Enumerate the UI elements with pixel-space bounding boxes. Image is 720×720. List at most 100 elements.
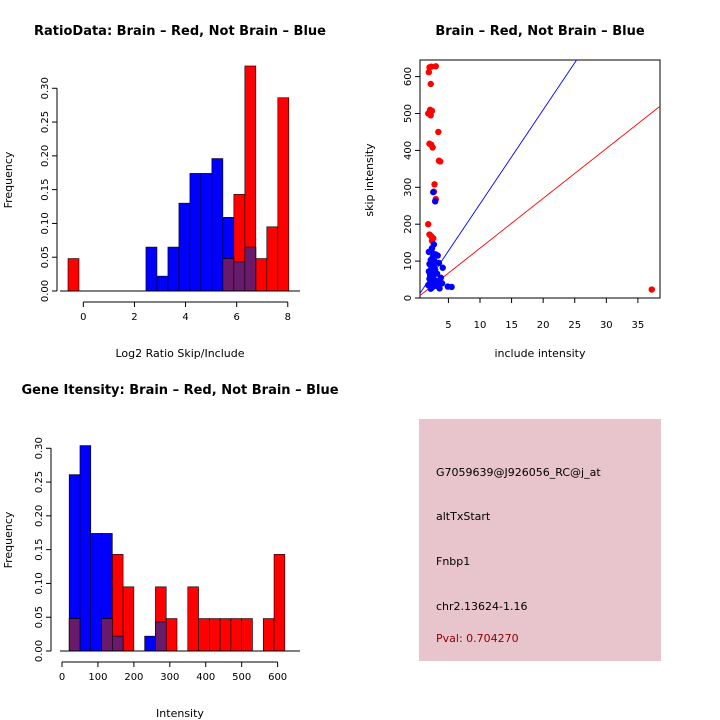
scatter-y-tick-label: 200 (403, 215, 414, 234)
intensity-x-tick-label: 600 (268, 672, 287, 683)
intensity-brain-bar (230, 618, 242, 652)
event-type-label: altTxStart (436, 510, 491, 523)
ratio-histogram-xlabel: Log2 Ratio Skip/Include (115, 347, 244, 360)
intensity-brain-bar (262, 618, 275, 652)
intensity-brain-bar (209, 618, 221, 652)
scatter-brain-point (431, 181, 438, 188)
scatter-x-tick-label: 30 (600, 320, 613, 331)
ratio-y-tick-label: 0.15 (40, 179, 51, 201)
scatter-brain-point (425, 68, 433, 76)
scatter-not-brain-point (438, 280, 446, 287)
scatter-reference-lines (419, 59, 661, 296)
ratio-not-brain-bar (167, 246, 180, 292)
scatter-x-tick-label: 15 (505, 320, 518, 331)
scatter-title: Brain – Red, Not Brain – Blue (435, 24, 644, 39)
scatter-y-tick-label: 300 (403, 178, 414, 197)
ratio-not-brain-bar (200, 173, 213, 292)
scatter-brain-point (435, 128, 442, 136)
ratio-y-tick-label: 0.30 (40, 77, 51, 99)
scatter-ylabel: skip intensity (363, 143, 376, 217)
ratio-overlap-bar (222, 258, 235, 292)
scatter-brain-point (432, 63, 439, 70)
not-brain-line (419, 59, 577, 294)
intensity-histogram-panel: Gene Itensity: Brain – Red, Not Brain – … (2, 383, 339, 720)
scatter-frame (419, 59, 661, 299)
ratio-not-brain-bar (145, 246, 158, 292)
intensity-x-tick-label: 300 (160, 672, 179, 683)
info-panel-background (419, 419, 661, 661)
intensity-x-tick-label: 100 (88, 672, 107, 683)
scatter-brain-point (427, 80, 434, 88)
intensity-brain-bar (219, 618, 232, 652)
intensity-x-tick-label: 400 (196, 672, 215, 683)
scatter-x-tick-label: 10 (474, 320, 487, 331)
ratio-x-tick-label: 4 (182, 312, 188, 323)
ratio-histogram-title: RatioData: Brain – Red, Not Brain – Blue (34, 24, 326, 39)
ratio-y-tick-label: 0.20 (40, 145, 51, 167)
scatter-axes: 5 10 15 20 25 30 35 0 100 200 300 400 500 600 (403, 67, 644, 331)
ratio-overlap-bar (233, 261, 246, 292)
ratio-x-tick-label: 8 (285, 312, 291, 323)
pval-label: Pval: 0.704270 (436, 632, 519, 645)
intensity-brain-bar (122, 586, 135, 652)
intensity-y-tick-label: 0.15 (34, 539, 45, 561)
scatter-y-tick-label: 500 (403, 104, 414, 123)
intensity-histogram-ylabel: Frequency (2, 511, 15, 568)
scatter-brain-point (648, 286, 655, 293)
scatter-brain-point (427, 112, 434, 119)
scatter-points (425, 63, 655, 293)
scatter-not-brain-point (439, 264, 446, 271)
ratio-y-tick-label: 0.25 (40, 111, 51, 133)
scatter-not-brain-point (435, 259, 443, 267)
ratio-brain-bar (255, 258, 268, 292)
ratio-x-tick-label: 6 (233, 312, 239, 323)
ratio-overlap-bar (244, 246, 257, 292)
ratio-histogram-axes: 0 2 4 6 8 0.00 0.05 0.10 0.15 0.20 0.25 0.30 (40, 77, 300, 323)
intensity-x-tick-label: 500 (232, 672, 251, 683)
intensity-histogram-xlabel: Intensity (156, 707, 204, 720)
intensity-brain-bar (198, 618, 210, 652)
intensity-brain-bar (241, 618, 253, 652)
ratio-histogram-panel: RatioData: Brain – Red, Not Brain – Blue… (2, 24, 326, 360)
intensity-overlap-bar (68, 618, 81, 652)
ratio-not-brain-bar (156, 275, 169, 292)
ratio-brain-bar (67, 258, 80, 292)
ratio-not-brain-bar (211, 158, 224, 292)
intensity-overlap-bar (112, 635, 124, 652)
scatter-y-tick-label: 100 (403, 252, 414, 271)
intensity-not-brain-bar (79, 445, 92, 652)
location-label: chr2.13624-1.16 (436, 600, 528, 613)
ratio-not-brain-bar (189, 173, 202, 292)
ratio-x-tick-label: 2 (131, 312, 137, 323)
intensity-histogram-bars (68, 445, 286, 652)
ratio-brain-bar (266, 226, 279, 292)
intensity-brain-bar (187, 586, 199, 652)
scatter-x-tick-label: 5 (445, 320, 451, 331)
intensity-y-tick-label: 0.20 (34, 505, 45, 527)
scatter-not-brain-point (431, 198, 439, 205)
scatter-x-tick-label: 35 (632, 320, 645, 331)
intensity-histogram-title: Gene Itensity: Brain – Red, Not Brain – … (21, 383, 338, 398)
intensity-x-tick-label: 200 (124, 672, 143, 683)
intensity-overlap-bar (101, 618, 113, 652)
intensity-y-tick-label: 0.30 (34, 437, 45, 459)
intensity-y-tick-label: 0.10 (34, 572, 45, 594)
info-panel: G7059639@J926056_RC@j_at altTxStart Fnbp… (419, 419, 661, 661)
ratio-brain-bar (277, 97, 290, 292)
ratio-y-tick-label: 0.10 (40, 212, 51, 234)
ratio-histogram-ylabel: Frequency (2, 151, 15, 208)
scatter-not-brain-point (448, 283, 455, 291)
intensity-y-tick-label: 0.00 (34, 640, 45, 662)
scatter-y-tick-label: 400 (403, 141, 414, 160)
scatter-not-brain-point (436, 285, 443, 292)
probe-id-label: G7059639@J926056_RC@j_at (436, 466, 601, 479)
scatter-y-tick-label: 600 (403, 67, 414, 86)
intensity-brain-bar (273, 554, 286, 652)
scatter-not-brain-point (427, 285, 434, 292)
ratio-not-brain-bar (178, 202, 191, 292)
intensity-brain-bar (165, 618, 178, 652)
scatter-not-brain-point (430, 188, 437, 196)
scatter-xlabel: include intensity (494, 347, 586, 360)
intensity-not-brain-bar (90, 533, 102, 652)
